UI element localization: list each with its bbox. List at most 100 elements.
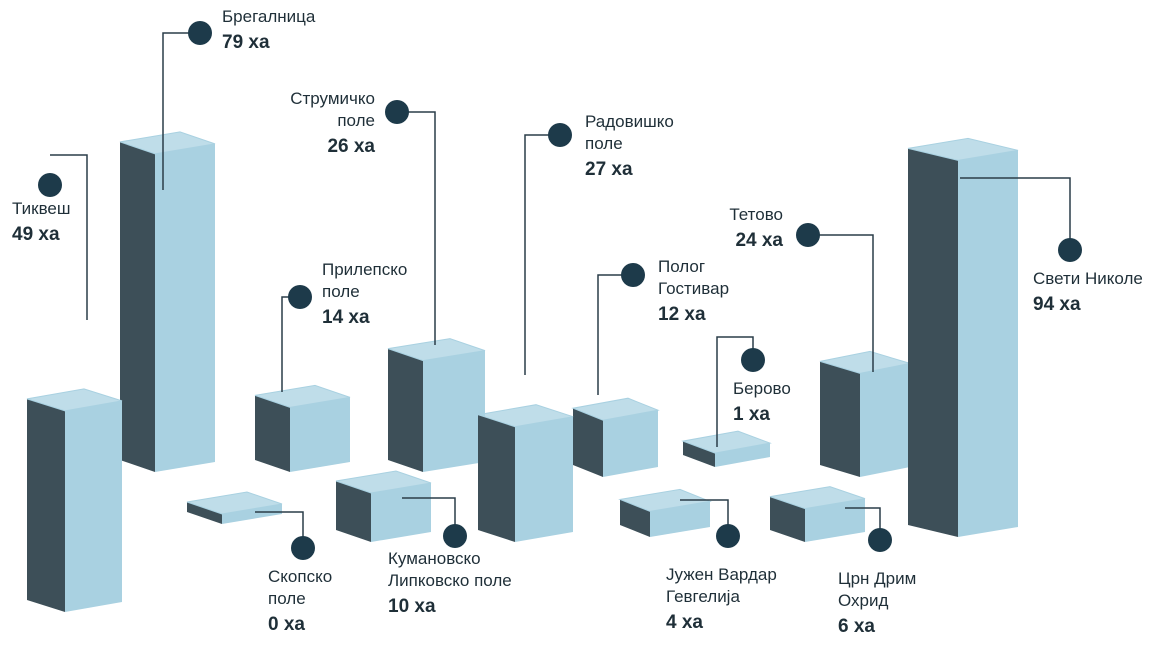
- bar-side: [120, 141, 155, 472]
- bar: [26, 388, 123, 612]
- region-name: Скопско поле: [268, 567, 333, 608]
- region-value: 24 ха: [735, 230, 783, 251]
- region-value: 26 ха: [327, 136, 375, 157]
- bar: [477, 404, 574, 542]
- bar: [119, 131, 216, 472]
- region-value: 14 ха: [322, 307, 370, 328]
- bar-side: [336, 481, 371, 542]
- bar: [254, 384, 351, 472]
- bar-top: [387, 338, 486, 362]
- bar-side: [27, 398, 65, 612]
- bar-side: [908, 148, 958, 537]
- bar-side: [187, 502, 222, 524]
- bar-top: [477, 404, 574, 428]
- bar-front: [958, 150, 1018, 537]
- leader-line: [808, 234, 874, 372]
- bar-top: [186, 491, 283, 515]
- bar-front: [155, 143, 215, 472]
- bar-top: [119, 131, 216, 155]
- bar: [335, 470, 432, 542]
- marker-dot: [716, 524, 740, 548]
- region-value: 0 ха: [268, 614, 305, 635]
- leader-line: [524, 134, 560, 375]
- bar-front: [805, 498, 865, 542]
- marker-dot: [548, 123, 572, 147]
- region-name: Берово: [733, 379, 791, 398]
- region-name: Свети Николе: [1033, 269, 1143, 288]
- bar-top: [571, 397, 660, 421]
- bar-side: [770, 496, 805, 542]
- region-label: Струмичко поле 26 ха: [290, 88, 375, 158]
- bar-top: [769, 486, 866, 510]
- bar-top: [618, 488, 712, 512]
- bar: [186, 491, 283, 524]
- bar-front: [715, 443, 770, 467]
- bar-front: [222, 504, 282, 524]
- region-label: Јужен Вардар Гевгелија 4 ха: [666, 564, 777, 634]
- bar-front: [290, 397, 350, 472]
- region-name: Јужен Вардар Гевгелија: [666, 565, 777, 606]
- region-label: Тетово 24 ха: [729, 204, 783, 252]
- marker-dot: [443, 524, 467, 548]
- region-label: Радовишко поле 27 ха: [585, 111, 674, 181]
- bar-side: [573, 408, 603, 477]
- region-name: Струмичко поле: [290, 89, 375, 130]
- bar-top: [254, 384, 351, 408]
- bar: [819, 350, 911, 477]
- leader-line: [397, 111, 436, 345]
- region-name: Брегалница: [222, 7, 316, 26]
- region-label: Брегалница 79 ха: [222, 6, 315, 54]
- bar-top: [681, 430, 772, 454]
- bar: [907, 137, 1019, 537]
- region-name: Тетово: [729, 205, 783, 224]
- region-value: 27 ха: [585, 159, 633, 180]
- region-name: Радовишко поле: [585, 112, 674, 153]
- bar-side: [683, 441, 715, 467]
- region-value: 79 ха: [222, 32, 270, 53]
- bar-top: [26, 388, 123, 412]
- bar: [387, 338, 486, 472]
- region-name: Црн Дрим Охрид: [838, 569, 917, 610]
- region-name: Тиквеш: [12, 199, 71, 218]
- bar-side: [478, 414, 515, 542]
- bar-top: [907, 137, 1019, 161]
- marker-dot: [741, 348, 765, 372]
- leader-line: [281, 296, 300, 392]
- region-value: 94 ха: [1033, 294, 1081, 315]
- leader-line: [960, 177, 1071, 250]
- region-label: Берово 1 ха: [733, 378, 791, 426]
- bar-side: [820, 361, 860, 477]
- region-value: 49 ха: [12, 224, 60, 245]
- region-value: 6 ха: [838, 616, 875, 637]
- region-name: Кумановско Липковско поле: [388, 549, 512, 590]
- bar: [618, 488, 712, 537]
- marker-dot: [796, 223, 820, 247]
- marker-dot: [38, 173, 62, 197]
- region-label: Полог Гостивар 12 ха: [658, 256, 729, 326]
- bar-top: [335, 470, 432, 494]
- region-label: Кумановско Липковско поле 10 ха: [388, 548, 512, 618]
- region-label: Скопско поле 0 ха: [268, 566, 332, 636]
- marker-dot: [1058, 238, 1082, 262]
- region-value: 10 ха: [388, 596, 436, 617]
- region-name: Полог Гостивар: [658, 257, 730, 298]
- bar-front: [515, 416, 573, 542]
- region-label: Црн Дрим Охрид 6 ха: [838, 568, 916, 638]
- bar: [681, 430, 772, 467]
- bar-front: [423, 350, 485, 472]
- region-label: Свети Николе 94 ха: [1033, 268, 1143, 316]
- region-value: 1 ха: [733, 404, 770, 425]
- bar: [571, 397, 660, 477]
- bar-front: [860, 363, 910, 477]
- marker-dot: [288, 285, 312, 309]
- region-label: Прилепско поле 14 ха: [322, 259, 407, 329]
- region-name: Прилепско поле: [322, 260, 408, 301]
- bar-front: [603, 410, 658, 477]
- bar-side: [388, 348, 423, 472]
- marker-dot: [291, 536, 315, 560]
- leader-line: [402, 497, 456, 536]
- marker-dot: [868, 528, 892, 552]
- marker-dot: [621, 263, 645, 287]
